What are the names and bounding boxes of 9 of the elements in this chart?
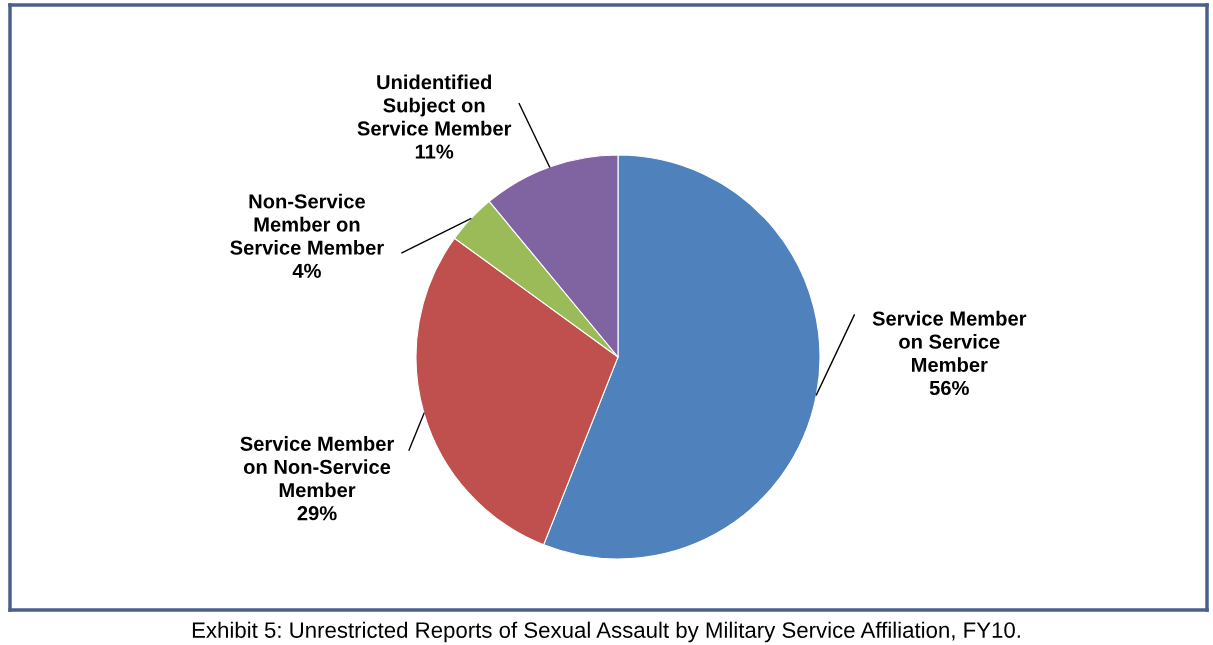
data-label: 56% [929,380,969,396]
slice-label: Service Member on Non-Service Member [240,436,394,498]
slice-label: Service Member on Service Member [872,310,1027,372]
data-label: 4% [292,263,321,278]
text: Exhibit 5: Unrestricted Reports of Sexual Assault by Military Service Affiliation, FY10. [192,621,1020,643]
data-label: 29% [297,506,337,521]
data-label: 11% [415,144,454,159]
slice-label: Unidentified Subject on Service Member [357,74,512,136]
slice-label: Non-Service Member on Service Member [230,193,384,255]
